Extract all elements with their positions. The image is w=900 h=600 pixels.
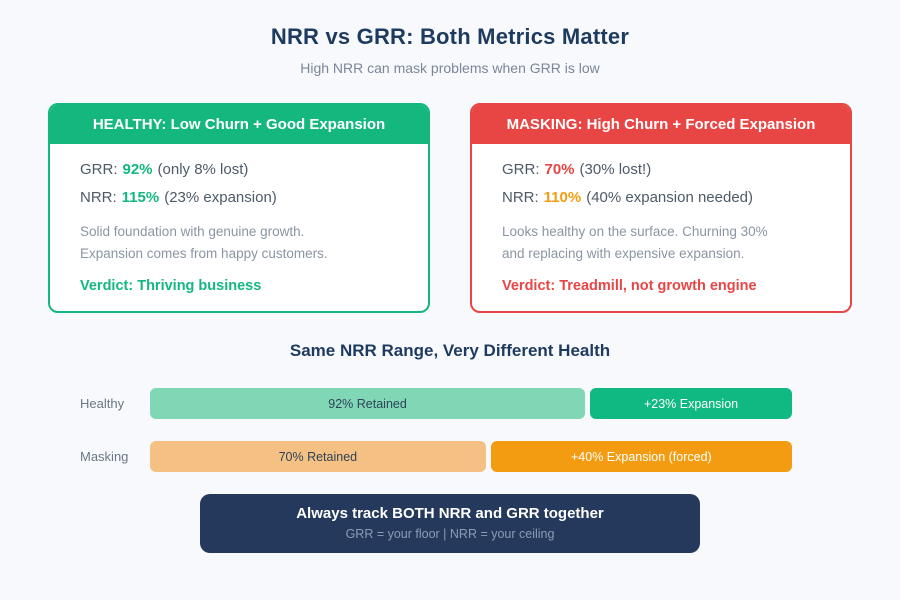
card-masking-header: MASKING: High Churn + Forced Expansion bbox=[472, 105, 850, 144]
bar-track: 92% Retained +23% Expansion bbox=[150, 388, 792, 420]
metric-value: 110% bbox=[543, 188, 582, 206]
bar-row-label: Healthy bbox=[80, 396, 125, 412]
bar-row: Masking 70% Retained +40% Expansion (force… bbox=[80, 441, 792, 473]
banner-title: Always track BOTH NRR and GRR together bbox=[296, 505, 604, 523]
stacked-bars: Healthy 92% Retained +23% Expansion Masking… bbox=[80, 388, 792, 473]
card-healthy: HEALTHY: Low Churn + Good Expansion GRR:… bbox=[48, 103, 430, 314]
card-healthy-body: GRR: 92% (only 8% lost) NRR: 115% (23% e… bbox=[50, 144, 428, 311]
bar-row: Healthy 92% Retained +23% Expansion bbox=[80, 388, 792, 420]
card-verdict: Verdict: Treadmill, not growth engine bbox=[502, 278, 757, 295]
metric-note: (40% expansion needed) bbox=[586, 188, 754, 206]
metric-value: 70% bbox=[544, 161, 575, 178]
metric-note: (only 8% lost) bbox=[157, 161, 249, 178]
metric-label: GRR: bbox=[80, 161, 118, 178]
metric-value: 92% bbox=[122, 161, 153, 178]
metric-note: (23% expansion) bbox=[164, 188, 277, 206]
metric-label: NRR: bbox=[80, 188, 117, 206]
metric-grr: GRR: 92% (only 8% lost) bbox=[80, 159, 398, 181]
page-header: NRR vs GRR: Both Metrics Matter High NRR… bbox=[0, 0, 900, 76]
card-masking: MASKING: High Churn + Forced Expansion G… bbox=[470, 103, 852, 314]
metric-label: GRR: bbox=[502, 161, 540, 178]
description-line: and replacing with expensive expansion. bbox=[502, 245, 745, 261]
card-masking-body: GRR: 70% (30% lost!) NRR: 110% (40% expa… bbox=[472, 144, 850, 311]
description-line: Looks healthy on the surface. Churning 3… bbox=[502, 223, 768, 239]
description-line: Expansion comes from happy customers. bbox=[80, 245, 328, 261]
description-line: Solid foundation with genuine growth. bbox=[80, 223, 305, 239]
banner-subtitle: GRR = your floor | NRR = your ceiling bbox=[345, 527, 555, 542]
card-description: Looks healthy on the surface. Churning 3… bbox=[502, 221, 820, 266]
bar-segment-retained: 92% Retained bbox=[150, 388, 586, 420]
bar-track: 70% Retained +40% Expansion (forced) bbox=[150, 441, 792, 473]
metric-note: (30% lost!) bbox=[579, 161, 652, 178]
page-subtitle: High NRR can mask problems when GRR is l… bbox=[300, 60, 600, 76]
comparison-cards-row: HEALTHY: Low Churn + Good Expansion GRR:… bbox=[48, 103, 852, 314]
card-description: Solid foundation with genuine growth. Ex… bbox=[80, 221, 398, 266]
card-verdict: Verdict: Thriving business bbox=[80, 278, 262, 295]
bar-segment-retained: 70% Retained bbox=[150, 441, 486, 473]
bar-segment-expansion: +40% Expansion (forced) bbox=[490, 441, 792, 473]
metric-grr: GRR: 70% (30% lost!) bbox=[502, 159, 820, 181]
metric-value: 115% bbox=[121, 188, 160, 206]
takeaway-banner: Always track BOTH NRR and GRR together G… bbox=[200, 494, 700, 554]
metric-label: NRR: bbox=[502, 188, 539, 206]
metric-nrr: NRR: 115% (23% expansion) bbox=[80, 187, 398, 209]
bar-segment-expansion: +23% Expansion bbox=[590, 388, 792, 420]
bar-row-label: Masking bbox=[80, 449, 129, 465]
metric-nrr: NRR: 110% (40% expansion needed) bbox=[502, 187, 820, 209]
chart-title: Same NRR Range, Very Different Health bbox=[289, 341, 611, 361]
card-healthy-header: HEALTHY: Low Churn + Good Expansion bbox=[50, 105, 428, 144]
page-title: NRR vs GRR: Both Metrics Matter bbox=[270, 24, 630, 49]
